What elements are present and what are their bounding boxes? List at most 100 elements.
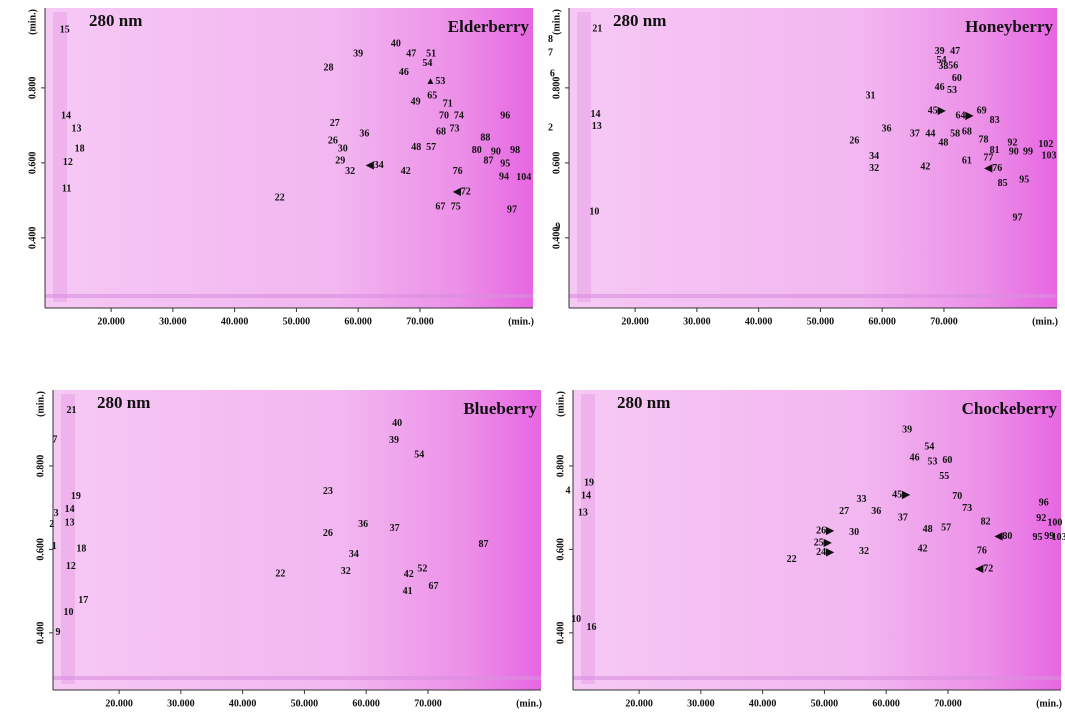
- streak: [569, 294, 1057, 298]
- peak-label: 54: [422, 58, 432, 69]
- peak-label: 49: [411, 96, 421, 107]
- peak-label: 22: [787, 554, 797, 565]
- y-axis-label: (min.): [551, 9, 562, 35]
- peak-label: 36: [359, 128, 369, 139]
- peak-label: 60: [952, 73, 962, 84]
- plot-background: [573, 390, 1061, 690]
- y-axis-label: (min.): [35, 391, 46, 417]
- peak-label: 68: [436, 126, 446, 137]
- peak-label: 99: [1044, 531, 1054, 542]
- peak-label: 28: [324, 62, 334, 73]
- peak-label: 70: [952, 491, 962, 502]
- peak-label: 41: [403, 586, 413, 597]
- x-tick-label: 50.000: [291, 698, 319, 709]
- peak-label: 48: [938, 137, 948, 148]
- peak-label: ◀72: [975, 563, 994, 574]
- x-tick-label: 60.000: [352, 698, 380, 709]
- streak: [577, 12, 591, 302]
- peak-label: 100: [1047, 517, 1062, 528]
- peak-label: 9: [555, 221, 560, 232]
- peak-label: 18: [76, 543, 86, 554]
- peak-label: 19: [71, 491, 81, 502]
- peak-label: ▲53: [425, 76, 445, 87]
- y-tick-label: 0.800: [35, 455, 46, 478]
- peak-label: 13: [578, 507, 588, 518]
- peak-label: 13: [72, 123, 82, 134]
- peak-label: 23: [323, 486, 333, 497]
- peak-label: 70: [439, 110, 449, 121]
- peak-label: 11: [62, 183, 71, 194]
- peak-label: 8: [548, 34, 553, 45]
- x-tick-label: 70.000: [930, 316, 958, 327]
- streak: [53, 676, 541, 680]
- peak-label: 22: [275, 192, 285, 203]
- peak-label: 90: [491, 146, 501, 157]
- peak-label: 73: [962, 503, 972, 514]
- panel: 20.000 30.000 40.000 50.000 60.000 70.000 (min…: [27, 8, 534, 327]
- y-tick-label: 0.400: [555, 622, 566, 645]
- peak-label: 25▶: [814, 537, 833, 548]
- peak-label: 21: [592, 23, 602, 34]
- peak-label: 22: [275, 568, 285, 579]
- peak-label: 80: [472, 145, 482, 156]
- peak-label: 39: [902, 424, 912, 435]
- x-tick-label: 30.000: [687, 698, 715, 709]
- x-axis-label: (min.): [508, 316, 534, 327]
- x-tick-label: 20.000: [621, 316, 649, 327]
- peak-label: 26▶: [816, 525, 835, 536]
- peak-label: 37: [898, 512, 908, 523]
- peak-label: ◀80: [994, 531, 1013, 542]
- peak-label: 94: [499, 171, 509, 182]
- peak-label: 103: [1041, 150, 1056, 161]
- peak-label: 48: [923, 524, 933, 535]
- x-tick-label: 70.000: [414, 698, 442, 709]
- peak-label: 81: [990, 145, 1000, 156]
- peak-label: 57: [941, 522, 951, 533]
- peak-label: 14: [591, 109, 601, 120]
- peak-label: 47: [406, 48, 416, 59]
- peak-label: 7: [548, 47, 553, 58]
- peak-label: 97: [1012, 212, 1022, 223]
- peak-label: 96: [500, 110, 510, 121]
- peak-label: 104: [516, 172, 531, 183]
- x-tick-label: 40.000: [221, 316, 249, 327]
- peak-label: 53: [928, 456, 938, 467]
- x-tick-label: 20.000: [105, 698, 133, 709]
- peak-label: 55: [939, 471, 949, 482]
- peak-label: ◀76: [984, 163, 1003, 174]
- x-tick-label: 60.000: [868, 316, 896, 327]
- peak-label: 26: [849, 135, 859, 146]
- peak-label: 10: [589, 206, 599, 217]
- peak-label: 96: [1039, 497, 1049, 508]
- peak-label: 36: [871, 506, 881, 517]
- panel: 20.000 30.000 40.000 50.000 60.000 70.000 (min…: [35, 390, 542, 709]
- peak-label: ◀34: [365, 160, 384, 171]
- y-tick-label: 0.800: [555, 455, 566, 478]
- peak-label: 65: [427, 90, 437, 101]
- peak-label: 87: [484, 155, 494, 166]
- peak-label: 37: [390, 523, 400, 534]
- peak-label: 14: [581, 490, 591, 501]
- peak-label: 75: [451, 201, 461, 212]
- subtitle: 280 nm: [617, 393, 670, 412]
- peak-label: 7: [52, 434, 57, 445]
- peak-label: 32: [341, 566, 351, 577]
- peak-label: 32: [859, 546, 869, 557]
- peak-label: 30: [338, 143, 348, 154]
- peak-label: 98: [510, 145, 520, 156]
- peak-label: 53: [947, 85, 957, 96]
- peak-label: 33: [856, 494, 866, 505]
- x-tick-label: 30.000: [683, 316, 711, 327]
- peak-label: 29: [335, 155, 345, 166]
- peak-label: 95: [1019, 174, 1029, 185]
- peak-label: 9: [55, 627, 60, 638]
- peak-label: 76: [453, 166, 463, 177]
- y-axis-label: (min.): [555, 391, 566, 417]
- peak-label: 82: [981, 517, 991, 528]
- peak-label: 92: [1036, 513, 1046, 524]
- peak-label: 32: [869, 163, 879, 174]
- x-tick-label: 70.000: [934, 698, 962, 709]
- peak-label: 102: [1038, 139, 1053, 150]
- panel-title: Chockeberry: [962, 399, 1058, 418]
